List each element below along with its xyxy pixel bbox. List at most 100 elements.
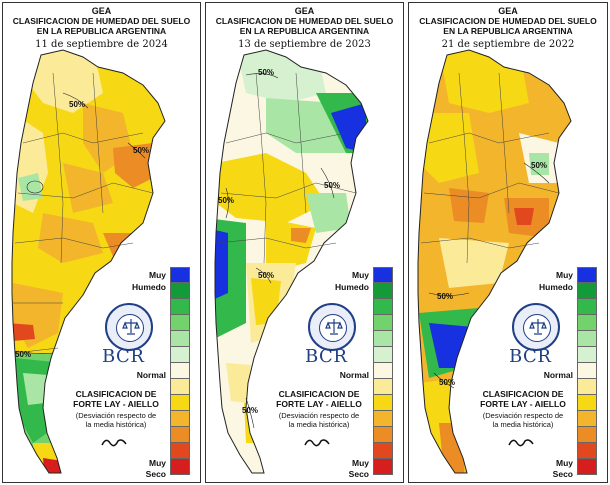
classification-title: CLASIFICACION DE [75, 389, 157, 399]
legend-swatch [373, 459, 393, 475]
bcr-seal-logo [105, 303, 153, 351]
legend-label-very-dry: Muy [352, 458, 369, 468]
map-panel-2024: GEA CLASIFICACION DE HUMEDAD DEL SUELO E… [2, 2, 201, 483]
signature-mark [304, 439, 330, 447]
legend-label-very-dry: Seco [145, 469, 166, 479]
legend-swatch [373, 427, 393, 443]
bcr-logo-text: BCR [102, 346, 145, 367]
legend-swatch [577, 363, 597, 379]
legend-swatch [170, 331, 190, 347]
legend-swatch [170, 395, 190, 411]
legend-swatch [577, 347, 597, 363]
panel-header: GEA [294, 6, 315, 16]
panel-header: GEA [498, 6, 518, 16]
legend-label-very-wet: Muy [352, 270, 369, 280]
panel-title-line2: EN LA REPUBLICA ARGENTINA [443, 26, 573, 36]
legend-swatch [577, 411, 597, 427]
classification-note: la media histórica) [492, 420, 554, 429]
bcr-seal-logo [512, 303, 560, 351]
legend-swatch [373, 267, 393, 283]
signature-mark [508, 439, 534, 447]
isoline-label: 50% [437, 292, 453, 301]
legend-label-very-wet: Muy [149, 270, 166, 280]
legend-swatch [577, 443, 597, 459]
isoline-label: 50% [69, 100, 85, 109]
legend-swatch [373, 363, 393, 379]
legend-swatch [170, 443, 190, 459]
bcr-logo-text: BCR [305, 346, 348, 367]
panel-title-line1: CLASIFICACION DE HUMEDAD DEL SUELO [12, 16, 191, 26]
panel-date: 21 de septiembre de 2022 [441, 39, 575, 50]
legend-swatch [170, 347, 190, 363]
panel-date: 11 de septiembre de 2024 [35, 39, 168, 50]
classification-note: (Desviación respecto de [75, 411, 157, 420]
legend-swatch [170, 379, 190, 395]
legend-swatch [373, 299, 393, 315]
legend-swatch [577, 299, 597, 315]
legend-label-very-dry: Muy [556, 458, 573, 468]
legend-swatch [170, 299, 190, 315]
map-panel-2023: GEA CLASIFICACION DE HUMEDAD DEL SUELO E… [205, 2, 404, 483]
panel-title-line1: CLASIFICACION DE HUMEDAD DEL SUELO [215, 16, 394, 26]
legend-swatch [577, 395, 597, 411]
legend-label-very-dry: Seco [552, 469, 573, 479]
soil-moisture-map: 50% 50% 50% [417, 49, 572, 474]
bcr-logo-text: BCR [509, 346, 552, 367]
legend-swatch [373, 379, 393, 395]
isoline-label: 50% [133, 146, 149, 155]
legend-swatch [373, 411, 393, 427]
soil-moisture-map: 50% 50% 50% 50% 50% [214, 49, 369, 474]
isoline-label: 50% [258, 271, 274, 280]
legend-label-very-wet: Humedo [132, 282, 166, 292]
isoline-label: 50% [218, 196, 234, 205]
classification-note: la media histórica) [85, 420, 147, 429]
color-scale-legend [577, 267, 597, 475]
legend-swatch [373, 315, 393, 331]
legend-label-very-wet: Muy [556, 270, 573, 280]
isoline-label: 50% [15, 350, 31, 359]
legend-label-very-wet: Humedo [335, 282, 369, 292]
legend-label-very-wet: Humedo [539, 282, 573, 292]
panel-title-line2: EN LA REPUBLICA ARGENTINA [239, 26, 370, 36]
classification-note: la media histórica) [288, 420, 350, 429]
isoline-label: 50% [324, 181, 340, 190]
legend-swatch [170, 283, 190, 299]
isoline-label: 50% [258, 68, 274, 77]
legend-swatch [170, 411, 190, 427]
legend-swatch [170, 363, 190, 379]
panel-title-line1: CLASIFICACION DE HUMEDAD DEL SUELO [419, 16, 597, 26]
isoline-label: 50% [439, 378, 455, 387]
legend-swatch [577, 379, 597, 395]
panel-title-line2: EN LA REPUBLICA ARGENTINA [36, 26, 167, 36]
legend-swatch [373, 443, 393, 459]
classification-note: (Desviación respecto de [482, 411, 564, 420]
classification-title: CLASIFICACION DE [278, 389, 360, 399]
legend-swatch [373, 395, 393, 411]
classification-title: CLASIFICACION DE [482, 389, 564, 399]
legend-swatch [577, 459, 597, 475]
legend-swatch [170, 459, 190, 475]
panel-date: 13 de septiembre de 2023 [238, 39, 371, 50]
signature-mark [101, 439, 127, 447]
classification-title: FORTE LAY - AIELLO [276, 399, 362, 409]
classification-title: FORTE LAY - AIELLO [480, 399, 566, 409]
classification-title: FORTE LAY - AIELLO [73, 399, 159, 409]
legend-swatch [577, 267, 597, 283]
bcr-seal-logo [308, 303, 356, 351]
legend-label-very-dry: Muy [149, 458, 166, 468]
isoline-label: 50% [242, 406, 258, 415]
legend-swatch [577, 331, 597, 347]
legend-label-normal: Normal [339, 370, 369, 380]
legend-swatch [577, 315, 597, 331]
soil-moisture-map: 50% 50% 50% [11, 49, 166, 474]
classification-note: (Desviación respecto de [278, 411, 360, 420]
isoline-label: 50% [531, 161, 547, 170]
panel-header: GEA [91, 6, 112, 16]
legend-swatch [170, 267, 190, 283]
legend-swatch [373, 331, 393, 347]
legend-swatch [170, 315, 190, 331]
legend-label-normal: Normal [543, 370, 573, 380]
legend-swatch [577, 427, 597, 443]
color-scale-legend [170, 267, 190, 475]
legend-label-normal: Normal [136, 370, 166, 380]
